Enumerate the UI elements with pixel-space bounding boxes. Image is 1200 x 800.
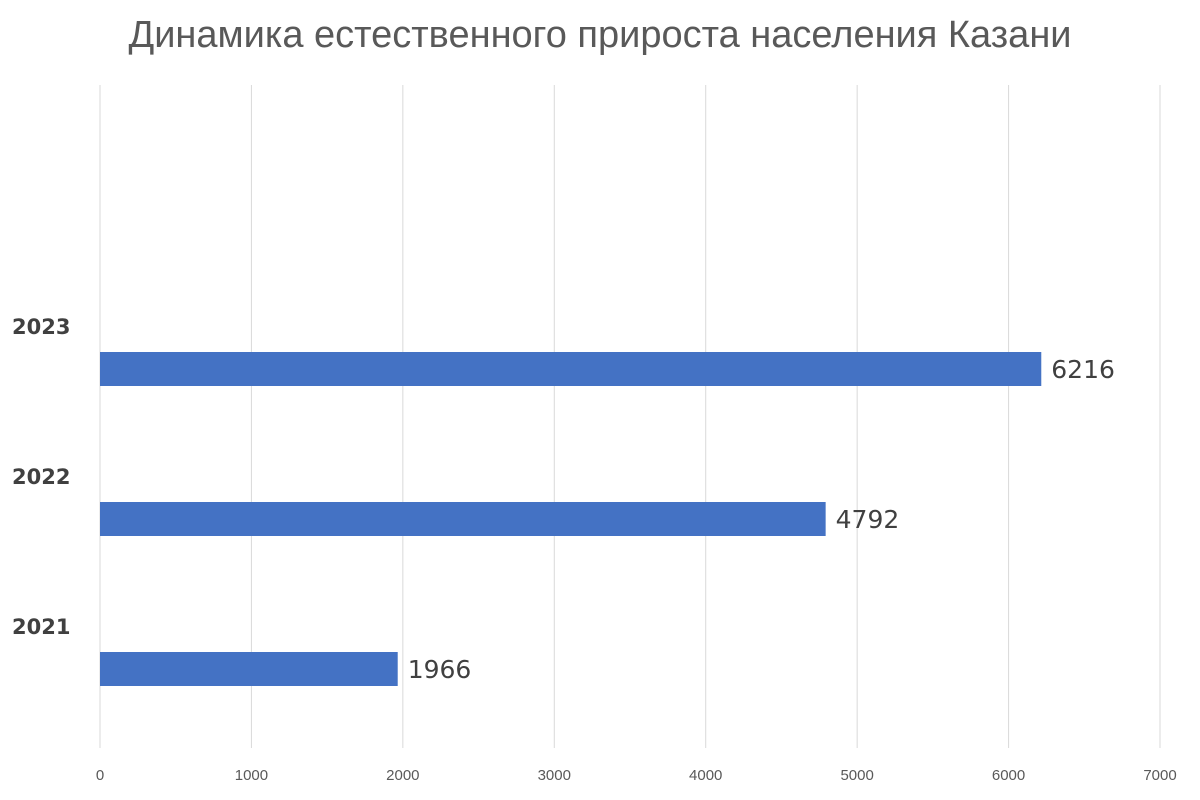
data-label-2023: 6216 xyxy=(1051,355,1115,384)
x-tick-label-6000: 6000 xyxy=(992,767,1025,784)
category-label-2023: 2023 xyxy=(12,315,70,339)
x-tick-label-7000: 7000 xyxy=(1143,767,1176,784)
gridlines xyxy=(99,85,1161,748)
bar-2023 xyxy=(100,352,1042,386)
bar-2022 xyxy=(100,502,826,536)
x-tick-label-0: 0 xyxy=(96,767,104,784)
x-tick-label-1000: 1000 xyxy=(235,767,268,784)
x-tick-label-5000: 5000 xyxy=(840,767,873,784)
chart-title: Динамика естественного прироста населени… xyxy=(128,14,1072,56)
bars xyxy=(100,352,1042,686)
x-tick-label-4000: 4000 xyxy=(689,767,722,784)
labels: 0 1000 2000 3000 4000 5000 6000 7000 1966 2021 479… xyxy=(12,315,1177,784)
data-label-2022: 4792 xyxy=(836,505,900,534)
category-label-2021: 2021 xyxy=(12,615,70,639)
data-label-2021: 1966 xyxy=(408,655,472,684)
x-tick-label-2000: 2000 xyxy=(386,767,419,784)
bar-2021 xyxy=(100,652,398,686)
x-tick-label-3000: 3000 xyxy=(538,767,571,784)
category-label-2022: 2022 xyxy=(12,465,70,489)
